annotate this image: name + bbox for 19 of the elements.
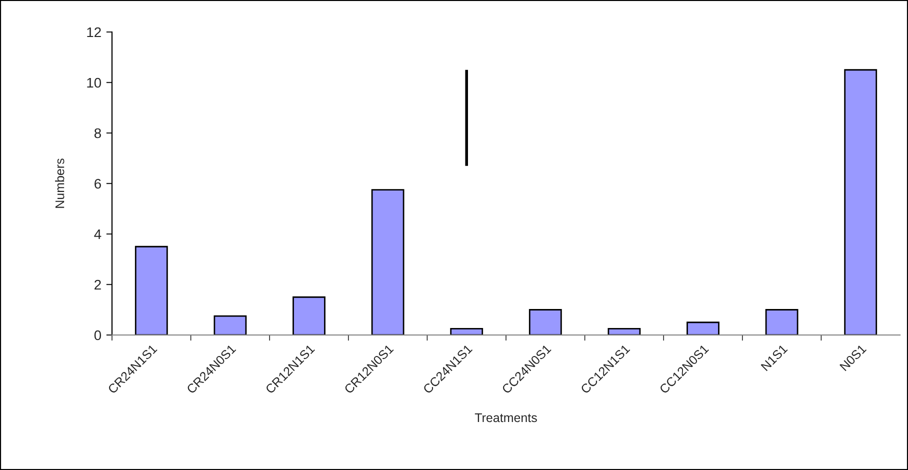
bar	[292, 296, 326, 335]
bar	[608, 328, 641, 335]
bar	[686, 322, 720, 335]
bar	[134, 246, 168, 335]
bar	[765, 309, 798, 335]
y-tick-label: 10	[87, 78, 102, 88]
y-tick-label: 6	[94, 178, 101, 189]
bar	[371, 189, 404, 335]
y-tick-label: 8	[94, 128, 101, 138]
y-tick-label: 2	[94, 280, 101, 290]
y-tick-label: 0	[94, 330, 102, 340]
y-axis-title: Numbers	[55, 158, 64, 208]
bar	[214, 315, 247, 335]
x-axis-title: Treatments	[474, 413, 537, 422]
bar	[844, 69, 878, 335]
y-tick-label: 12	[87, 27, 101, 38]
bar	[450, 328, 484, 335]
bar	[528, 309, 562, 335]
y-tick-label: 4	[94, 229, 102, 240]
